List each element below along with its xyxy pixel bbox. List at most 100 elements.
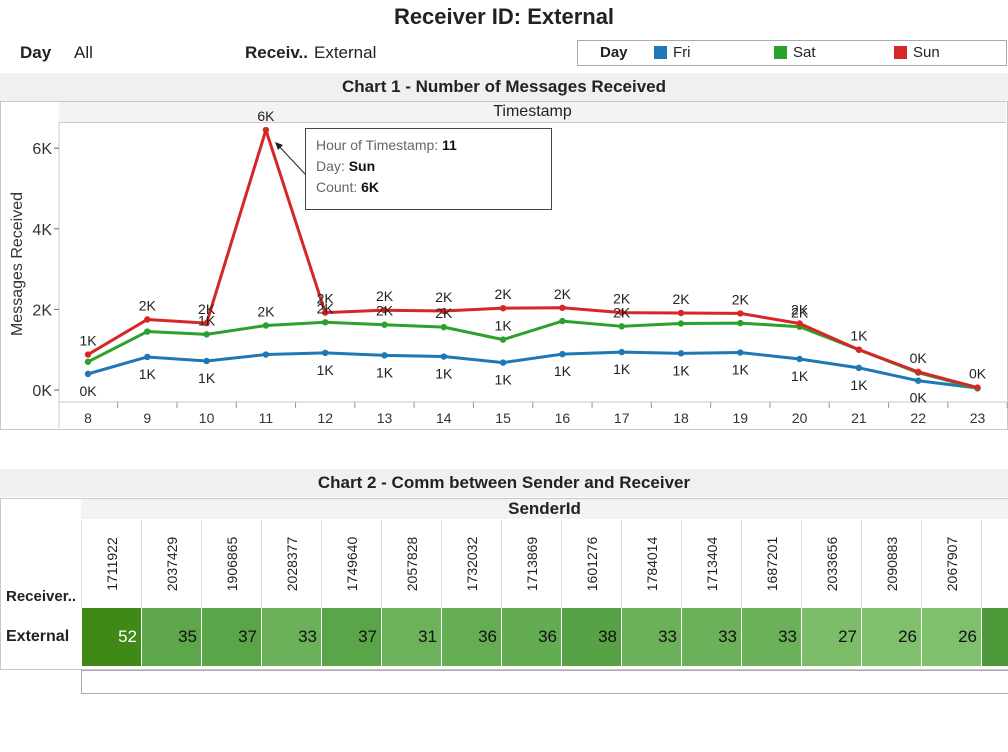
receiver-filter-label: Receiv.. — [245, 43, 309, 62]
data-point-fri — [855, 364, 863, 372]
heatmap-cell[interactable]: 26 — [861, 608, 921, 666]
senderid-header: SenderId — [81, 499, 1008, 519]
heatmap-cell[interactable]: 36 — [441, 608, 501, 666]
y-axis-label: Messages Received — [9, 192, 26, 336]
data-point-sun — [737, 310, 744, 317]
y-tick-label: 6K — [32, 141, 52, 158]
data-label-sun: 2K — [672, 291, 690, 307]
sender-column-header[interactable]: 1732032 — [441, 520, 502, 608]
legend-swatch-sun — [894, 46, 907, 59]
sender-id-label: 1784014 — [644, 536, 660, 592]
tooltip-hour-key: Hour of Timestamp: — [316, 137, 439, 153]
sender-column-header[interactable]: 1906865 — [201, 520, 262, 608]
data-label-fri: 1K — [495, 372, 513, 388]
day-filter-value[interactable]: All — [74, 43, 93, 62]
sender-column-header[interactable]: 2067907 — [921, 520, 982, 608]
tooltip-count-value: 6K — [361, 179, 380, 195]
data-point-sun — [974, 384, 981, 391]
sender-column-header[interactable]: 1713869 — [501, 520, 562, 608]
legend-item-sun[interactable]: Sun — [894, 44, 940, 61]
sender-column-header[interactable]: 2028377 — [261, 520, 322, 608]
sender-column-header[interactable]: 2090883 — [861, 520, 922, 608]
x-tick-label: 23 — [970, 410, 986, 426]
data-point-sat — [440, 323, 447, 331]
heatmap-cell[interactable]: 33 — [741, 608, 801, 666]
data-label-fri: 0K — [910, 390, 928, 406]
data-point-fri — [915, 377, 922, 384]
data-point-sat — [618, 323, 625, 330]
x-tick-label: 12 — [317, 410, 333, 426]
legend-label-sun: Sun — [913, 44, 940, 61]
sender-column-header[interactable]: 1711922 — [81, 520, 142, 608]
heatmap-cell[interactable]: 36 — [501, 608, 561, 666]
heatmap-cell[interactable]: 33 — [681, 608, 741, 666]
legend-item-sat[interactable]: Sat — [774, 44, 816, 61]
x-tick-label: 22 — [910, 410, 926, 426]
horizontal-scrollbar[interactable] — [81, 670, 1008, 694]
data-label-sun: 6K — [257, 108, 275, 124]
x-tick-label: 19 — [733, 410, 749, 426]
sender-column-header[interactable]: 1687201 — [741, 520, 802, 608]
data-label-fri: 1K — [554, 363, 572, 379]
data-point-sun — [381, 306, 388, 314]
legend-label-fri: Fri — [673, 44, 691, 61]
heatmap-cell[interactable]: 33 — [261, 608, 321, 666]
sender-column-header[interactable]: 2057828 — [381, 520, 442, 608]
data-label-fri: 1K — [732, 362, 750, 378]
data-point-fri — [84, 370, 92, 378]
heatmap-cell[interactable]: 26 — [921, 608, 981, 666]
data-point-sat — [84, 358, 92, 365]
sender-column-header[interactable]: 1784014 — [621, 520, 682, 608]
receiver-filter-value[interactable]: External — [314, 43, 377, 62]
day-filter-label: Day — [20, 43, 52, 62]
data-label-fri: 1K — [139, 366, 157, 382]
legend-label-sat: Sat — [793, 44, 816, 61]
y-tick-label: 4K — [32, 222, 52, 239]
day-legend: Day Fri Sat Sun — [577, 40, 1007, 66]
heatmap-cell[interactable]: 52 — [81, 608, 141, 666]
series-line-sat — [87, 319, 978, 390]
sender-column-header[interactable]: 1749640 — [321, 520, 382, 608]
x-tick-label: 18 — [673, 410, 689, 426]
data-point-fri — [677, 350, 685, 357]
sender-column-header[interactable]: 2033656 — [801, 520, 862, 608]
heatmap-cell[interactable]: 27 — [801, 608, 861, 666]
heatmap-cell[interactable]: 31 — [381, 608, 441, 666]
data-point-sun — [144, 316, 151, 323]
data-point-fri — [618, 348, 625, 356]
sender-column-header[interactable]: 2037429 — [141, 520, 202, 608]
data-label-sun: 1K — [79, 333, 97, 349]
data-point-sat — [144, 328, 151, 335]
heatmap-cell[interactable]: 35 — [141, 608, 201, 666]
data-point-sat — [262, 322, 270, 329]
sender-column-header[interactable]: 1601276 — [561, 520, 622, 608]
sender-id-label: 1713404 — [704, 536, 720, 592]
y-tick-label: 2K — [32, 302, 52, 319]
tooltip-count-key: Count: — [316, 179, 358, 195]
data-label-fri: 1K — [317, 362, 335, 378]
heatmap-cell[interactable]: 37 — [321, 608, 381, 666]
data-label-sat: 2K — [613, 304, 631, 320]
legend-title: Day — [600, 44, 628, 61]
sender-column-header[interactable]: 1713404 — [681, 520, 742, 608]
sender-id-label: 1732032 — [464, 536, 480, 592]
heatmap-cell[interactable] — [981, 608, 1008, 666]
sender-id-label: 2067907 — [944, 536, 960, 592]
data-label-sun: 1K — [850, 328, 868, 344]
data-label-sun: 2K — [613, 291, 631, 307]
heatmap-cell[interactable]: 33 — [621, 608, 681, 666]
heatmap-cell[interactable]: 38 — [561, 608, 621, 666]
chart1-plot[interactable]: 0K 2K 4K 6K Messages Received 8 9 10 11 12 13 14 15 1… — [0, 100, 1008, 430]
data-point-sun — [322, 309, 329, 316]
data-point-sat — [381, 321, 388, 328]
sender-id-label: 2028377 — [284, 536, 300, 592]
data-label-sat: 2K — [435, 305, 453, 321]
legend-item-fri[interactable]: Fri — [654, 44, 691, 61]
sender-column-header[interactable] — [981, 520, 1008, 608]
data-point-sun — [203, 319, 210, 327]
data-point-sat — [203, 331, 210, 338]
heatmap-cell[interactable]: 37 — [201, 608, 261, 666]
chart2-grid — [0, 498, 1008, 670]
data-label-sat: 1K — [198, 312, 216, 328]
data-label-sun: 2K — [376, 288, 394, 304]
